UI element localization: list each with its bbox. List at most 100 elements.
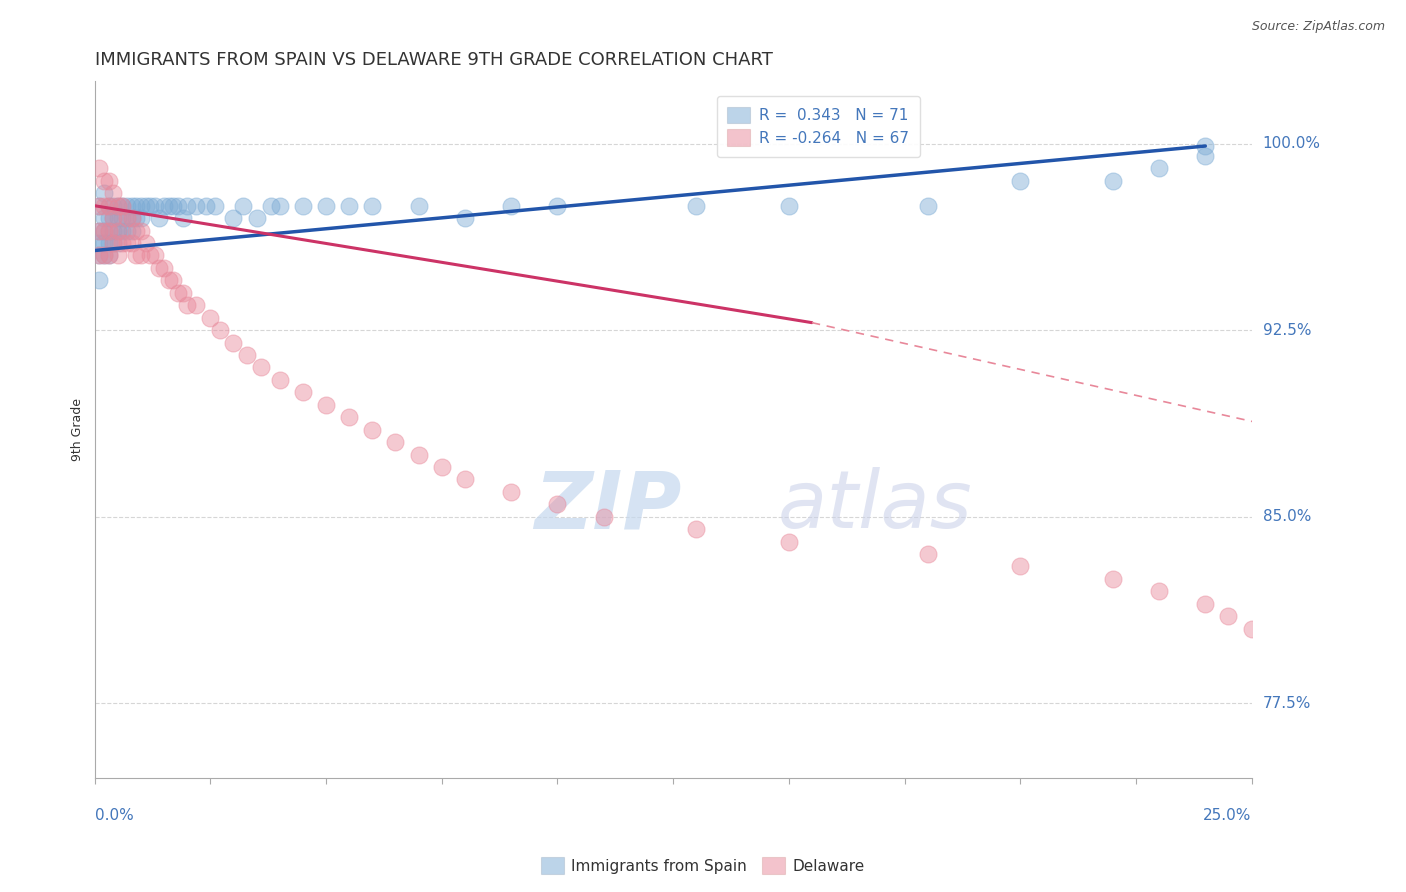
Point bbox=[176, 199, 198, 213]
Point bbox=[125, 224, 148, 238]
Point bbox=[167, 199, 190, 213]
Point bbox=[139, 199, 162, 213]
Point bbox=[121, 199, 143, 213]
Text: 85.0%: 85.0% bbox=[1263, 509, 1310, 524]
Point bbox=[125, 248, 148, 262]
Text: IMMIGRANTS FROM SPAIN VS DELAWARE 9TH GRADE CORRELATION CHART: IMMIGRANTS FROM SPAIN VS DELAWARE 9TH GR… bbox=[94, 51, 772, 69]
Point bbox=[97, 248, 120, 262]
Point bbox=[97, 235, 120, 250]
Point bbox=[93, 235, 115, 250]
Point bbox=[111, 224, 134, 238]
Point bbox=[291, 199, 314, 213]
Point bbox=[337, 410, 360, 425]
Text: 100.0%: 100.0% bbox=[1263, 136, 1320, 151]
Point bbox=[204, 199, 226, 213]
Point bbox=[1218, 609, 1240, 624]
Point bbox=[194, 199, 217, 213]
Point bbox=[501, 199, 523, 213]
Point bbox=[1194, 139, 1216, 153]
Point bbox=[148, 211, 170, 226]
Point bbox=[208, 323, 231, 337]
Point bbox=[97, 199, 120, 213]
Point bbox=[97, 224, 120, 238]
Text: atlas: atlas bbox=[778, 467, 972, 545]
Point bbox=[129, 224, 152, 238]
Point bbox=[454, 472, 477, 486]
Point bbox=[125, 211, 148, 226]
Point bbox=[111, 199, 134, 213]
Point bbox=[89, 235, 111, 250]
Point bbox=[115, 235, 138, 250]
Point bbox=[97, 174, 120, 188]
Point bbox=[115, 211, 138, 226]
Point bbox=[1286, 683, 1309, 698]
Point bbox=[222, 211, 245, 226]
Point bbox=[101, 235, 124, 250]
Point bbox=[101, 211, 124, 226]
Text: 77.5%: 77.5% bbox=[1263, 696, 1310, 711]
Point bbox=[408, 448, 430, 462]
Point bbox=[135, 199, 157, 213]
Point bbox=[115, 224, 138, 238]
Point bbox=[172, 285, 194, 300]
Point bbox=[172, 211, 194, 226]
Point bbox=[101, 235, 124, 250]
Point bbox=[1264, 672, 1286, 686]
Point bbox=[125, 199, 148, 213]
Point bbox=[89, 161, 111, 176]
Point bbox=[501, 484, 523, 499]
Text: 92.5%: 92.5% bbox=[1263, 323, 1312, 338]
Legend: Immigrants from Spain, Delaware: Immigrants from Spain, Delaware bbox=[534, 851, 872, 880]
Point bbox=[129, 199, 152, 213]
Point bbox=[1147, 161, 1170, 176]
Point bbox=[89, 224, 111, 238]
Point bbox=[93, 186, 115, 201]
Point bbox=[101, 224, 124, 238]
Point bbox=[361, 199, 384, 213]
Point bbox=[121, 224, 143, 238]
Point bbox=[232, 199, 254, 213]
Point bbox=[101, 199, 124, 213]
Point bbox=[291, 385, 314, 400]
Point bbox=[139, 248, 162, 262]
Point bbox=[153, 199, 176, 213]
Point bbox=[1101, 174, 1123, 188]
Point bbox=[162, 273, 184, 287]
Point bbox=[1101, 572, 1123, 586]
Point bbox=[157, 273, 180, 287]
Point bbox=[186, 298, 208, 312]
Point bbox=[97, 248, 120, 262]
Y-axis label: 9th Grade: 9th Grade bbox=[72, 398, 84, 461]
Point bbox=[97, 199, 120, 213]
Point bbox=[107, 224, 129, 238]
Point bbox=[222, 335, 245, 350]
Point bbox=[200, 310, 222, 325]
Point bbox=[89, 248, 111, 262]
Point bbox=[89, 199, 111, 213]
Point bbox=[1010, 559, 1032, 574]
Point bbox=[778, 199, 800, 213]
Point bbox=[430, 459, 453, 474]
Point bbox=[236, 348, 259, 362]
Point bbox=[107, 248, 129, 262]
Point bbox=[89, 248, 111, 262]
Point bbox=[107, 211, 129, 226]
Point bbox=[917, 199, 939, 213]
Point bbox=[111, 199, 134, 213]
Point bbox=[546, 199, 568, 213]
Point bbox=[143, 199, 166, 213]
Point bbox=[269, 199, 291, 213]
Point bbox=[592, 509, 614, 524]
Point bbox=[135, 235, 157, 250]
Point bbox=[384, 435, 406, 450]
Point bbox=[115, 199, 138, 213]
Text: Source: ZipAtlas.com: Source: ZipAtlas.com bbox=[1251, 20, 1385, 33]
Point bbox=[115, 211, 138, 226]
Point bbox=[93, 174, 115, 188]
Point bbox=[129, 211, 152, 226]
Point bbox=[176, 298, 198, 312]
Point bbox=[121, 211, 143, 226]
Point bbox=[408, 199, 430, 213]
Point bbox=[153, 260, 176, 275]
Point bbox=[337, 199, 360, 213]
